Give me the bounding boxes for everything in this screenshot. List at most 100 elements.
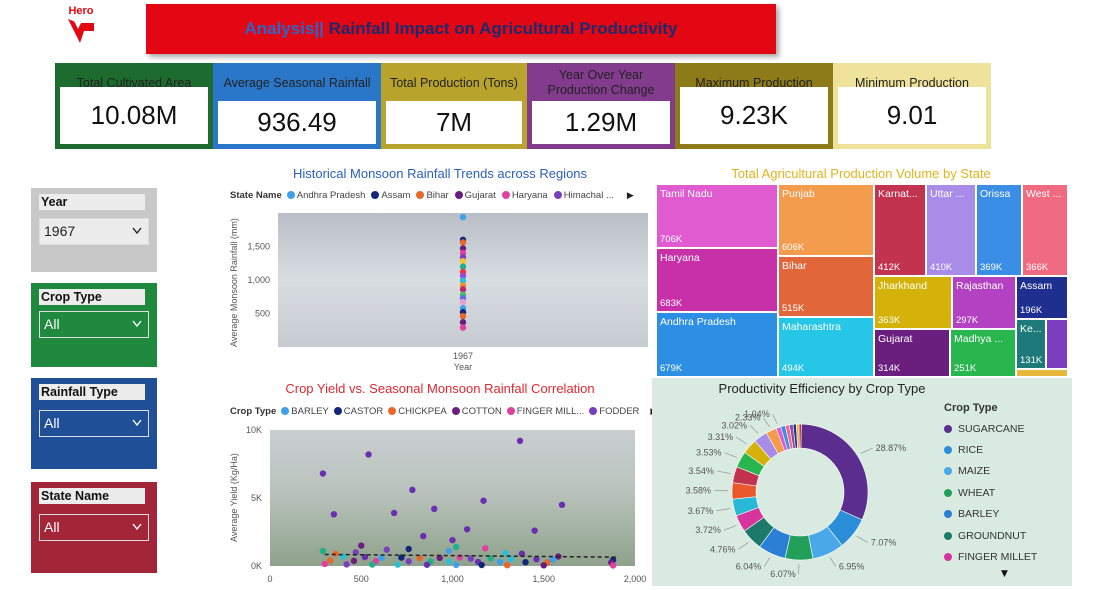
yield-point[interactable] <box>463 526 471 533</box>
treemap-tile[interactable]: Maharashtra 494K <box>778 317 874 377</box>
yield-point[interactable] <box>549 556 557 563</box>
slicer-dropdown[interactable]: All <box>39 311 149 338</box>
legend-item[interactable]: BARLEY <box>281 406 329 417</box>
yield-point[interactable] <box>507 555 515 563</box>
yield-point[interactable] <box>518 550 526 557</box>
treemap-tile[interactable]: Tamil Nadu 706K <box>656 184 778 248</box>
yield-point[interactable] <box>332 550 339 557</box>
legend-item[interactable]: Himachal ... <box>553 190 614 201</box>
legend-item[interactable]: Assam <box>371 190 410 201</box>
rainfall-point[interactable] <box>459 298 467 306</box>
slicer-dropdown[interactable]: All <box>39 410 149 437</box>
yield-point[interactable] <box>358 542 365 549</box>
yield-point[interactable] <box>531 527 538 534</box>
donut-legend-item[interactable]: SUGARCANE <box>944 418 1069 439</box>
yield-point[interactable] <box>482 545 489 552</box>
legend-item[interactable]: Bihar <box>416 190 449 201</box>
treemap-tile[interactable] <box>1046 319 1068 369</box>
treemap-tile[interactable]: West ... 366K <box>1022 184 1068 276</box>
yield-point[interactable] <box>445 547 453 555</box>
legend-item[interactable]: Andhra Pradesh <box>286 190 365 201</box>
slicer-dropdown[interactable]: 1967 <box>39 218 149 245</box>
legend-next-arrow-icon[interactable]: ▶ <box>626 190 634 200</box>
yield-point[interactable] <box>350 557 358 565</box>
yield-point[interactable] <box>378 554 385 562</box>
yield-point[interactable] <box>361 553 369 561</box>
donut-legend-item[interactable]: RICE <box>944 439 1069 460</box>
rainfall-point[interactable] <box>459 239 467 246</box>
yield-point[interactable] <box>504 561 511 569</box>
legend-item[interactable]: Gujarat <box>454 190 496 201</box>
yield-point[interactable] <box>321 560 328 568</box>
yield-point[interactable] <box>398 554 405 561</box>
treemap-tile[interactable]: Punjab 606K <box>778 184 874 256</box>
treemap-tile[interactable]: Karnat... 412K <box>874 184 926 276</box>
yield-point[interactable] <box>431 505 438 513</box>
treemap-tile[interactable] <box>1016 369 1068 377</box>
rainfall-point[interactable] <box>459 277 467 284</box>
donut-legend-item[interactable]: GROUNDNUT <box>944 525 1069 546</box>
rainfall-point[interactable] <box>459 286 467 293</box>
legend-item[interactable]: CASTOR <box>333 406 383 417</box>
donut-legend-item[interactable]: WHEAT <box>944 482 1069 503</box>
yield-point[interactable] <box>383 546 390 553</box>
yield-point[interactable] <box>369 561 376 568</box>
legend-scroll-down-icon[interactable]: ▼ <box>1001 569 1008 579</box>
legend-item[interactable]: CHICKPEA <box>388 406 447 417</box>
yield-point[interactable] <box>319 547 327 555</box>
yield-point[interactable] <box>487 555 495 562</box>
rainfall-point[interactable] <box>459 258 467 265</box>
donut-legend-item[interactable]: MAIZE <box>944 461 1069 482</box>
treemap-tile[interactable]: Assam 196K <box>1016 276 1068 319</box>
rainfall-point[interactable] <box>459 319 467 326</box>
yield-point[interactable] <box>533 556 540 563</box>
treemap-tile[interactable]: Gujarat 314K <box>874 329 950 377</box>
yield-point[interactable] <box>522 558 529 566</box>
yield-point[interactable] <box>420 532 427 540</box>
yield-point[interactable] <box>467 555 474 562</box>
yield-point[interactable] <box>423 561 431 568</box>
legend-item[interactable]: COTTON <box>451 406 502 417</box>
donut-legend-item[interactable]: FINGER MILLET <box>944 546 1069 567</box>
rainfall-point[interactable] <box>459 324 467 331</box>
yield-point[interactable] <box>540 562 547 569</box>
treemap-tile[interactable]: Jharkhand 363K <box>874 276 952 329</box>
donut-slice[interactable] <box>800 423 869 521</box>
yield-point[interactable] <box>416 554 423 562</box>
donut-slice[interactable] <box>798 423 802 449</box>
rainfall-point[interactable] <box>459 263 467 270</box>
rainfall-point[interactable] <box>459 245 467 252</box>
yield-point[interactable] <box>394 561 401 568</box>
yield-point[interactable] <box>327 557 334 564</box>
yield-point[interactable] <box>502 549 509 557</box>
rainfall-point[interactable] <box>459 213 467 221</box>
yield-point[interactable] <box>319 470 327 477</box>
yield-point[interactable] <box>496 558 504 566</box>
treemap-tile[interactable]: Rajasthan 297K <box>952 276 1016 329</box>
legend-item[interactable]: FINGER MILL... <box>506 406 584 417</box>
rainfall-point[interactable] <box>459 272 467 280</box>
yield-point[interactable] <box>449 536 456 544</box>
treemap-tile[interactable]: Bihar 515K <box>778 256 874 317</box>
treemap-tile[interactable]: Orissa 369K <box>976 184 1022 276</box>
treemap-tile[interactable]: Uttar ... 410K <box>926 184 976 276</box>
donut-legend-item[interactable]: BARLEY <box>944 504 1069 525</box>
rainfall-point[interactable] <box>459 312 467 320</box>
legend-item[interactable]: Haryana <box>501 190 548 201</box>
yield-point[interactable] <box>609 562 617 569</box>
treemap-tile[interactable]: Ke... 131K <box>1016 319 1046 369</box>
treemap-tile[interactable]: Andhra Pradesh 679K <box>656 312 778 377</box>
yield-point[interactable] <box>330 511 338 518</box>
yield-point[interactable] <box>445 558 453 565</box>
yield-point[interactable] <box>365 451 372 458</box>
yield-point[interactable] <box>343 561 350 568</box>
yield-point[interactable] <box>405 545 412 553</box>
treemap-tile[interactable]: Madhya ... 251K <box>950 329 1016 377</box>
yield-point[interactable] <box>558 501 566 508</box>
treemap-tile[interactable]: Haryana 683K <box>656 248 778 312</box>
yield-point[interactable] <box>390 509 398 517</box>
yield-point[interactable] <box>516 437 524 445</box>
yield-point[interactable] <box>452 561 460 569</box>
yield-point[interactable] <box>409 486 416 494</box>
yield-point[interactable] <box>405 558 412 565</box>
